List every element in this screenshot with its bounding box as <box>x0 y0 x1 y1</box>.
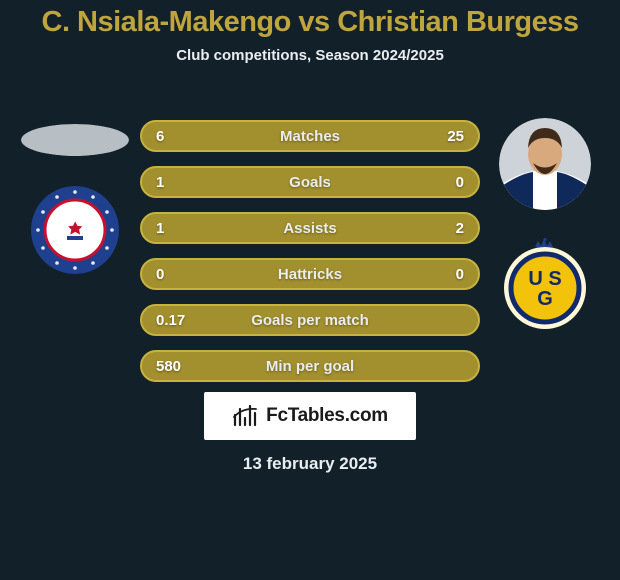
svg-text:G: G <box>537 288 553 310</box>
fctables-logo-icon <box>232 403 258 429</box>
comparison-infographic: C. Nsiala-Makengo vs Christian Burgess C… <box>0 0 620 580</box>
stat-row-mpg: 580 Min per goal <box>140 350 480 382</box>
stat-row-hattricks: 0 Hattricks 0 <box>140 258 480 290</box>
subtitle: Club competitions, Season 2024/2025 <box>0 47 620 64</box>
player1-photo <box>21 124 129 156</box>
stat-row-assists: 1 Assists 2 <box>140 212 480 244</box>
player1-club-badge <box>29 184 121 276</box>
stat-right-value: 0 <box>424 174 464 191</box>
page-title: C. Nsiala-Makengo vs Christian Burgess <box>0 0 620 39</box>
svg-text:U S: U S <box>528 268 561 290</box>
player2-club-badge: U S G <box>499 238 591 330</box>
stat-right-value: 2 <box>424 220 464 237</box>
stat-label: Goals per match <box>142 312 478 329</box>
footer: FcTables.com 13 february 2025 <box>0 392 620 474</box>
player2-avatar-icon <box>499 118 591 210</box>
stats-bars: 6 Matches 25 1 Goals 0 1 Assists 2 0 Hat… <box>140 100 480 382</box>
brand-text: FcTables.com <box>266 405 388 427</box>
right-column: U S G <box>480 100 610 330</box>
left-column <box>10 100 140 276</box>
content-area: 6 Matches 25 1 Goals 0 1 Assists 2 0 Hat… <box>0 100 620 382</box>
union-sg-badge-icon: U S G <box>499 238 591 330</box>
stat-row-gpm: 0.17 Goals per match <box>140 304 480 336</box>
stat-right-value: 0 <box>424 266 464 283</box>
stat-row-matches: 6 Matches 25 <box>140 120 480 152</box>
player1-placeholder-icon <box>21 124 129 156</box>
stat-label: Min per goal <box>142 358 478 375</box>
player2-photo <box>499 118 591 210</box>
date-text: 13 february 2025 <box>243 454 377 474</box>
stat-row-goals: 1 Goals 0 <box>140 166 480 198</box>
brand-box: FcTables.com <box>204 392 416 440</box>
rangers-badge-icon <box>29 184 121 276</box>
stat-right-value: 25 <box>424 128 464 145</box>
